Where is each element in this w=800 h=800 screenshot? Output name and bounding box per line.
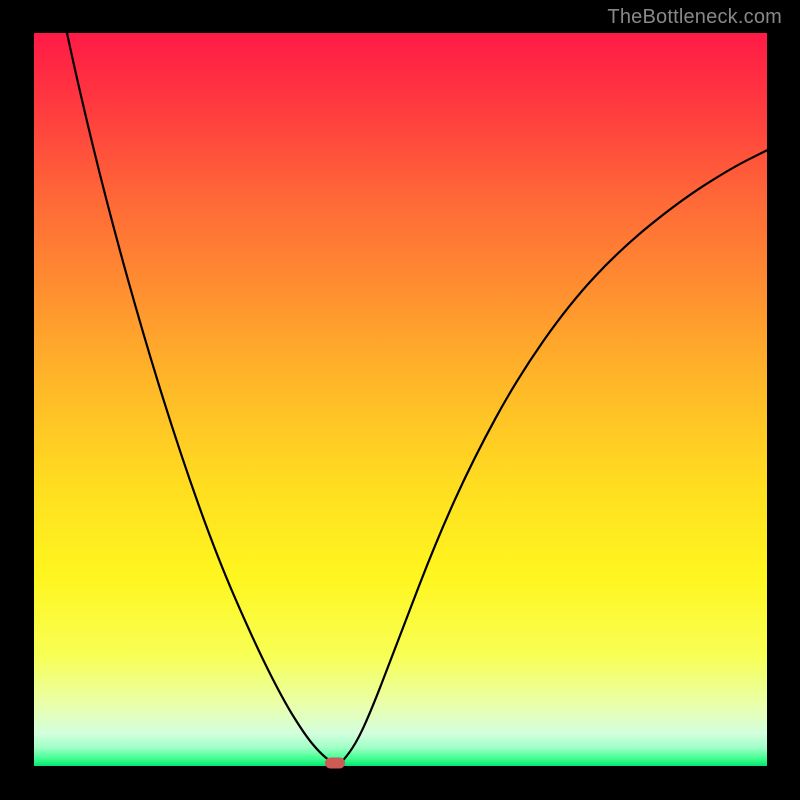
curve-left-branch	[67, 33, 331, 762]
bottleneck-curve	[34, 33, 767, 766]
watermark-text: TheBottleneck.com	[607, 6, 782, 29]
plot-area	[34, 33, 767, 766]
minimum-marker	[325, 758, 345, 769]
curve-right-branch	[342, 150, 767, 761]
